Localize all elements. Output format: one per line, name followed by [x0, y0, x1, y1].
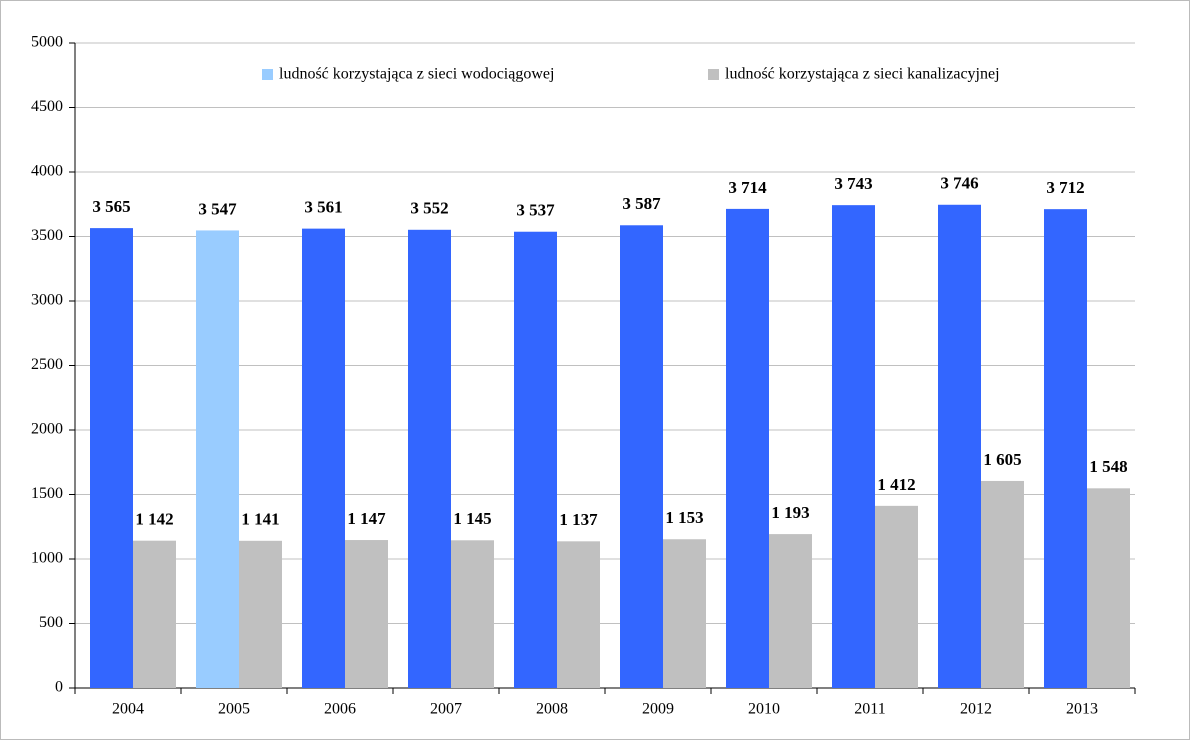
data-label: 3 547 [198, 199, 237, 218]
bar [408, 229, 451, 689]
data-label: 3 743 [834, 174, 872, 193]
data-label: 3 537 [516, 201, 555, 220]
data-label: 1 548 [1089, 457, 1127, 476]
y-tick-label: 2000 [31, 421, 63, 438]
y-tick-label: 4500 [31, 98, 63, 115]
data-label: 3 587 [622, 194, 661, 213]
data-label: 3 561 [304, 198, 342, 217]
data-label: 1 141 [241, 510, 279, 529]
bar [1087, 488, 1130, 688]
data-label: 1 605 [983, 450, 1021, 469]
data-label: 1 147 [347, 509, 386, 528]
bar [875, 505, 918, 688]
legend-label: ludność korzystająca z sieci kanalizacyj… [725, 66, 1000, 83]
x-tick-label: 2008 [536, 701, 568, 718]
y-tick-label: 2500 [31, 356, 63, 373]
bar [239, 540, 282, 688]
bar [832, 205, 875, 688]
data-label: 3 712 [1046, 178, 1084, 197]
bar [620, 225, 663, 689]
x-tick-label: 2006 [324, 701, 356, 718]
data-label: 1 145 [453, 509, 491, 528]
data-label: 3 714 [728, 178, 767, 197]
bar [557, 541, 600, 688]
y-tick-label: 3000 [31, 292, 63, 309]
data-label: 1 142 [135, 510, 173, 529]
x-tick-label: 2005 [218, 701, 250, 718]
bar [769, 534, 812, 688]
bar [514, 231, 557, 689]
bar [663, 539, 706, 688]
legend-swatch [262, 69, 273, 80]
legend-swatch [708, 69, 719, 80]
bar [451, 540, 494, 688]
bar [133, 540, 176, 688]
x-tick-label: 2009 [642, 701, 674, 718]
y-tick-label: 4000 [31, 163, 63, 180]
x-tick-label: 2012 [960, 701, 992, 718]
data-label: 1 153 [665, 508, 703, 527]
x-tick-label: 2004 [112, 701, 144, 718]
bar [726, 208, 769, 689]
bar [90, 228, 133, 689]
data-label: 1 137 [559, 510, 598, 529]
bar [981, 480, 1024, 688]
y-tick-label: 3500 [31, 227, 63, 244]
y-tick-label: 1000 [31, 550, 63, 567]
bar [938, 204, 981, 689]
bar [345, 540, 388, 688]
data-label: 3 552 [410, 199, 448, 218]
data-label: 3 565 [92, 197, 130, 216]
x-tick-label: 2013 [1066, 701, 1098, 718]
data-label: 3 746 [940, 174, 978, 193]
legend-label: ludność korzystająca z sieci wodociągowe… [279, 66, 554, 83]
y-tick-label: 5000 [31, 34, 63, 51]
data-label: 1 412 [877, 475, 915, 494]
y-tick-label: 0 [55, 679, 63, 696]
y-tick-label: 500 [39, 614, 63, 631]
x-tick-label: 2010 [748, 701, 780, 718]
data-label: 1 193 [771, 503, 809, 522]
bar [302, 228, 345, 689]
x-tick-label: 2011 [854, 701, 885, 718]
y-tick-label: 1500 [31, 485, 63, 502]
bar [196, 230, 239, 688]
bar [1044, 209, 1087, 689]
x-tick-label: 2007 [430, 701, 462, 718]
